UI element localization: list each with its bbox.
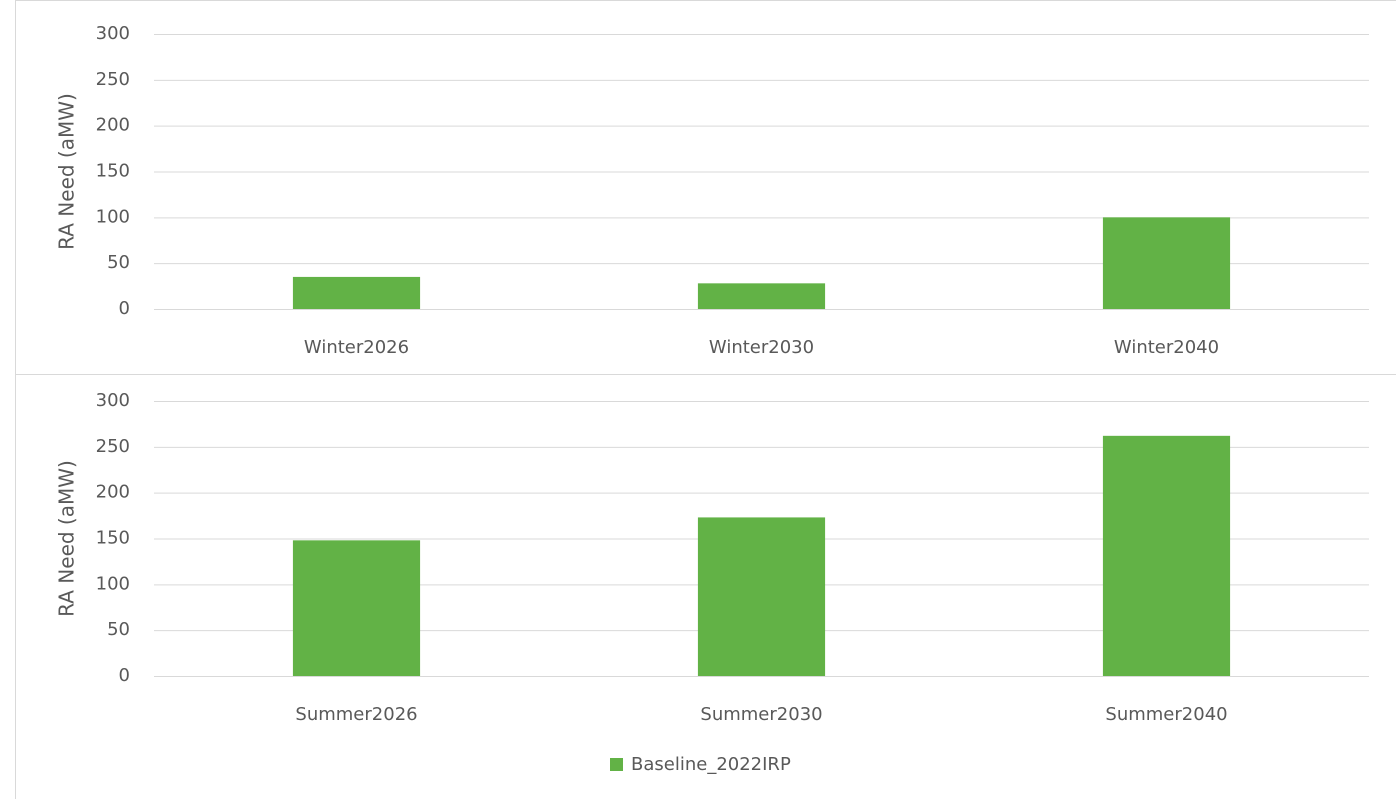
x-tick-label: Summer2030 [700, 704, 822, 725]
y-tick-label: 0 [119, 298, 130, 319]
y-axis-title: RA Need (aMW) [55, 93, 79, 250]
bar [1102, 217, 1231, 309]
bar [292, 276, 421, 309]
bar [292, 540, 421, 676]
x-tick-label: Summer2040 [1105, 704, 1227, 725]
y-tick-label: 200 [96, 115, 130, 136]
x-tick-label: Winter2030 [709, 337, 814, 358]
y-tick-label: 150 [96, 528, 130, 549]
legend-swatch [610, 758, 623, 771]
y-tick-label: 200 [96, 482, 130, 503]
y-tick-label: 100 [96, 206, 130, 227]
y-tick-label: 50 [107, 252, 130, 273]
y-tick-label: 150 [96, 161, 130, 182]
y-tick-label: 300 [96, 23, 130, 44]
y-tick-label: 100 [96, 573, 130, 594]
x-tick-label: Winter2026 [304, 337, 409, 358]
y-tick-label: 250 [96, 436, 130, 457]
bar [697, 517, 826, 676]
bar [697, 283, 826, 309]
y-tick-label: 250 [96, 69, 130, 90]
y-axis-title: RA Need (aMW) [55, 460, 79, 617]
x-tick-label: Summer2026 [295, 704, 417, 725]
legend-label: Baseline_2022IRP [631, 754, 791, 775]
y-tick-label: 50 [107, 619, 130, 640]
bar [1102, 435, 1231, 676]
y-tick-label: 300 [96, 390, 130, 411]
y-tick-label: 0 [119, 665, 130, 686]
panel [15, 0, 1396, 375]
x-tick-label: Winter2040 [1114, 337, 1219, 358]
